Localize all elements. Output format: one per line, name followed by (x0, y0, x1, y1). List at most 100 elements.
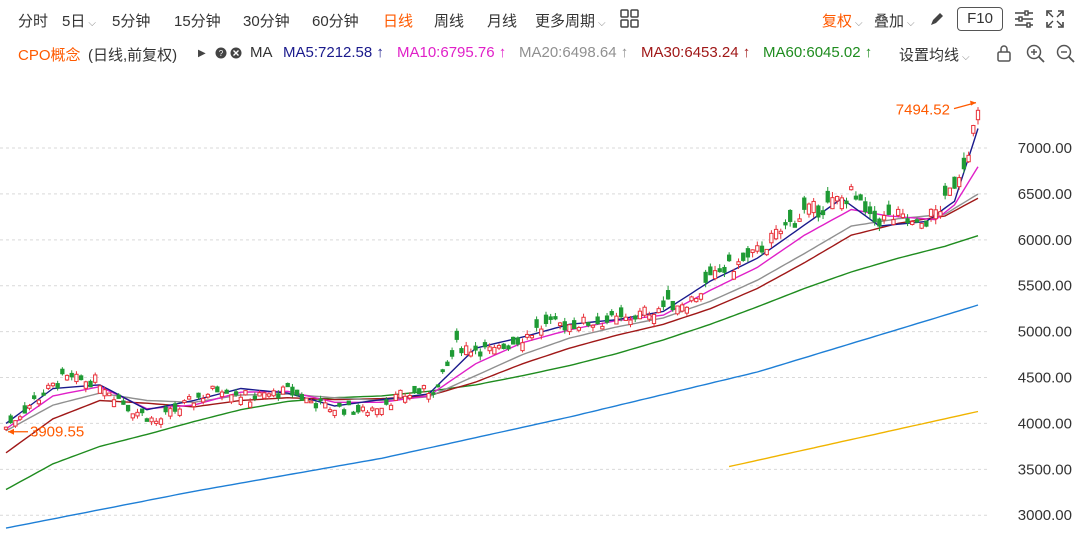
candle-down (417, 388, 422, 395)
period-tab-15min[interactable]: 15分钟 (174, 13, 221, 30)
candle-up (492, 346, 497, 355)
candle-up (50, 382, 56, 387)
indicator-legend: CPO概念 (日线,前复权) ▶ ? MA MA5:7212.58 ↑ MA10… (0, 42, 1080, 64)
collapse-triangle-icon[interactable]: ▶ (198, 48, 206, 59)
candle-up (849, 186, 854, 191)
candle-down (510, 336, 516, 345)
candle-up (567, 324, 572, 333)
period-tab-60min[interactable]: 60分钟 (312, 13, 359, 30)
candle-up (900, 213, 906, 218)
candle-down (41, 392, 46, 396)
adjust-dropdown[interactable]: 复权 ⌵ (822, 13, 863, 30)
candle-up (309, 400, 314, 404)
period-tab-weekly[interactable]: 周线 (434, 13, 465, 30)
ma-lines (5, 128, 979, 529)
zoom-out-icon[interactable] (1056, 44, 1075, 63)
ma5-value: MA5:7212.58 ↑ (283, 44, 384, 61)
candle-down (121, 400, 126, 405)
candle-down (55, 383, 60, 389)
candle-down (820, 210, 826, 216)
max-arrow-icon (970, 100, 976, 106)
candle-up (191, 402, 196, 408)
candle-down (482, 342, 488, 348)
candle-up (370, 407, 375, 411)
candle-down (215, 386, 220, 393)
candle-down (618, 307, 624, 318)
candle-down (877, 218, 882, 227)
candle-up (426, 393, 431, 400)
candle-down (412, 385, 417, 393)
chevron-down-icon: ⌵ (962, 52, 970, 63)
f10-button[interactable]: F10 (957, 7, 1003, 31)
candle-up (525, 333, 530, 338)
period-tab-more[interactable]: 更多周期 ⌵ (535, 13, 606, 30)
overlay-dropdown[interactable]: 叠加 ⌵ (874, 13, 915, 30)
candle-down (88, 380, 93, 388)
y-tick-label: 6000.00 (1018, 232, 1072, 249)
candle-down (562, 321, 567, 331)
ma120-line (5, 304, 979, 529)
lock-icon[interactable] (996, 44, 1012, 62)
period-tab-5min[interactable]: 5分钟 (112, 13, 151, 30)
grid-icon[interactable] (620, 9, 640, 29)
candle-up (257, 392, 262, 397)
y-tick-label: 5000.00 (1018, 324, 1072, 341)
ma20-line (5, 193, 979, 432)
index-name: CPO概念 (18, 47, 81, 64)
candle-down (294, 389, 300, 396)
candle-up (957, 177, 962, 188)
candle-down (196, 392, 201, 398)
candle-up (360, 406, 366, 412)
candle-down (341, 409, 347, 415)
candle-down (872, 210, 877, 222)
candle-up (839, 197, 844, 210)
candle-down (783, 222, 788, 226)
period-tab-5day[interactable]: 5日 ⌵ (62, 13, 96, 30)
candle-down (515, 337, 520, 345)
candle-down (788, 209, 793, 222)
candle-down (961, 157, 967, 170)
candle-up (750, 249, 755, 254)
pen-icon[interactable] (928, 10, 946, 28)
candle-down (449, 350, 455, 357)
candle-up (182, 400, 187, 404)
candle-down (299, 394, 304, 400)
settings-sliders-icon[interactable] (1013, 9, 1035, 29)
period-tab-30min[interactable]: 30分钟 (243, 13, 290, 30)
zoom-in-icon[interactable] (1026, 44, 1045, 63)
candle-up (656, 308, 661, 314)
candle-down (22, 405, 27, 414)
candle-up (834, 196, 840, 202)
period-tab-intraday[interactable]: 分时 (18, 13, 49, 30)
candle-up (811, 200, 816, 214)
period-tab-daily[interactable]: 日线 (383, 13, 414, 30)
ma-settings-dropdown[interactable]: 设置均线 ⌵ (899, 47, 970, 64)
candle-up (388, 404, 394, 411)
candle-up (769, 232, 774, 244)
candle-down (454, 330, 459, 340)
candle-down (586, 322, 591, 326)
svg-text:?: ? (219, 49, 224, 58)
candle-down (440, 369, 445, 373)
candle-up (17, 416, 23, 420)
candle-up (398, 389, 403, 399)
period-tab-monthly[interactable]: 月线 (487, 13, 518, 30)
candle-up (637, 310, 643, 320)
candle-up (680, 304, 685, 312)
candle-up (111, 399, 117, 408)
candle-up (304, 397, 309, 404)
candle-down (276, 393, 281, 399)
candle-up (186, 396, 192, 400)
candle-down (501, 343, 506, 349)
ma-toggle-icons[interactable]: ? (215, 46, 245, 60)
candle-up (365, 411, 370, 416)
candle-up (830, 197, 835, 210)
candle-up (402, 395, 408, 403)
kline-chart[interactable]: 7000.00 6500.00 6000.00 5500.00 5000.00 4500.… (0, 70, 1080, 529)
kline-chart-svg[interactable]: 7000.00 6500.00 6000.00 5500.00 5000.00 4500.… (0, 70, 1080, 529)
fullscreen-icon[interactable] (1045, 9, 1065, 29)
candle-up (219, 391, 225, 398)
ma30-value: MA30:6453.24 ↑ (641, 44, 751, 61)
candle-down (726, 254, 732, 262)
candle-up (243, 390, 248, 396)
